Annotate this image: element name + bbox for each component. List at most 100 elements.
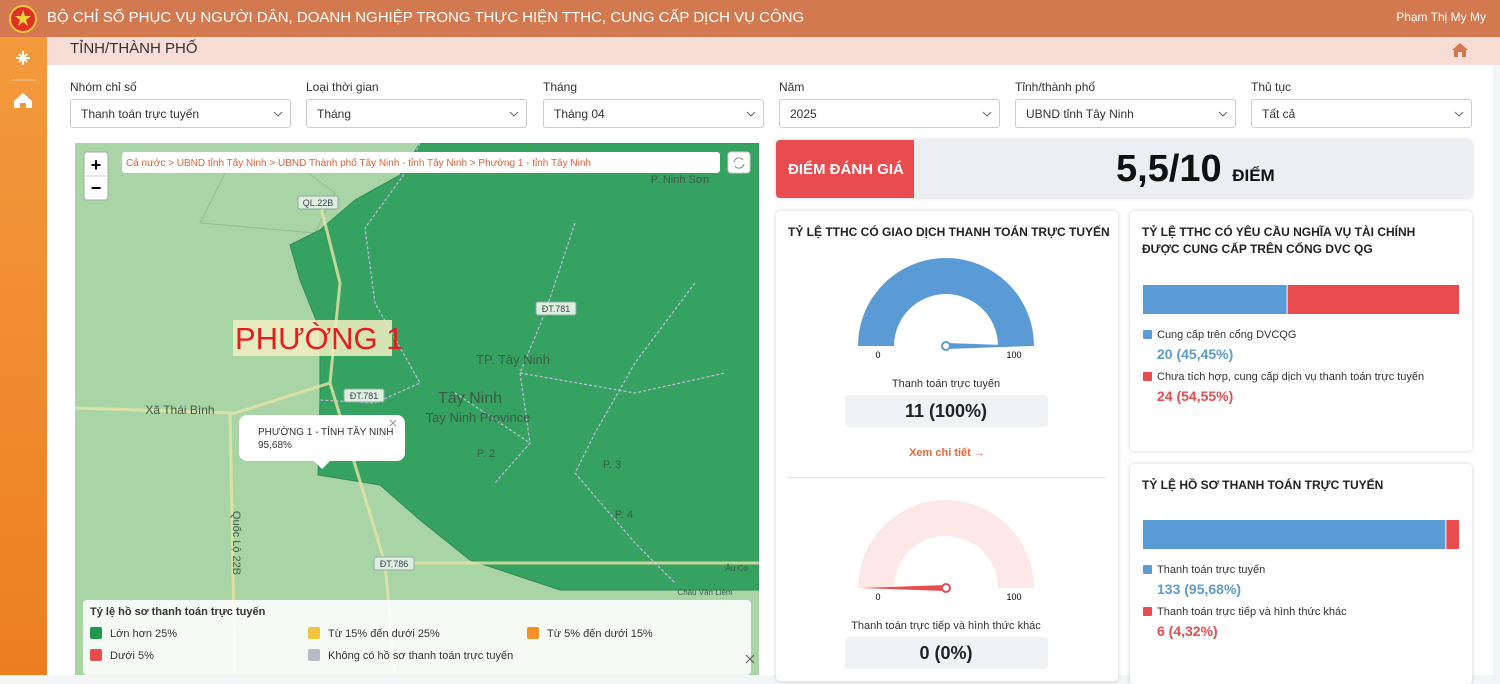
legend-swatch <box>90 649 102 661</box>
place-label: QL.22B <box>303 198 334 208</box>
place-label: P. Ninh Sơn <box>651 174 709 186</box>
legend-value: 24 (54,55%) <box>1157 388 1233 404</box>
dropdown-arrow <box>509 111 519 117</box>
detail-link[interactable]: Xem chi tiết → <box>909 447 985 459</box>
dropdown-arrow <box>1218 111 1228 117</box>
dropdown-arrow <box>982 111 992 117</box>
legend-label: Cung cấp trên cổng DVCQG <box>1157 329 1296 341</box>
page-title: TỈNH/THÀNH PHỐ <box>70 40 198 57</box>
gauge-value <box>858 258 1034 346</box>
place-label: ĐT.781 <box>350 391 379 401</box>
gauge-caption: Thanh toán trực tiếp và hình thức khác <box>851 620 1041 632</box>
place-label: Tây Ninh <box>438 390 502 407</box>
sidebar <box>0 37 60 675</box>
gauge-needle <box>946 343 1032 349</box>
popup-value: 95,68% <box>258 440 292 451</box>
legend-title: Tỷ lệ hồ sơ thanh toán trực tuyến <box>90 606 266 618</box>
gauge-min: 0 <box>875 592 880 602</box>
score-value: 5,5/10 ĐIỂM <box>1116 148 1275 191</box>
place-label: Tay Ninh Province <box>426 410 531 425</box>
legend-label: Chưa tích hợp, cung cấp dịch vụ thanh to… <box>1157 371 1424 383</box>
stacked-bar: Thanh toán trực tuyến 133 (95,68%) Thanh t… <box>1143 520 1459 639</box>
dropdown-arrow <box>1454 111 1464 117</box>
bar-segment <box>1143 520 1446 549</box>
legend-label: Từ 5% đến dưới 15% <box>547 628 653 640</box>
gauge-hub <box>941 583 951 593</box>
legend-swatch <box>308 649 320 661</box>
dropdown-arrow <box>273 111 283 117</box>
dropdown-arrow <box>746 111 756 117</box>
filter-label: Tỉnh/thành phố <box>1015 80 1096 94</box>
place-label: P. 4 <box>615 509 633 521</box>
zoom-out[interactable]: − <box>91 178 102 198</box>
place-label: ĐT.786 <box>380 559 409 569</box>
gauge-value-box <box>845 637 1048 669</box>
header-bar: BỘ CHỈ SỐ PHỤC VỤ NGƯỜI DÂN, DOANH NGHIỆ… <box>0 0 1500 37</box>
score-number: 5,5/10 <box>1116 148 1222 190</box>
user-name[interactable]: Phạm Thị My My <box>1396 10 1486 24</box>
stacked-bar: Cung cấp trên cổng DVCQG 20 (45,45%) Chưa … <box>1143 285 1459 404</box>
road-badge <box>343 388 385 403</box>
selected-area-label: PHƯỜNG 1 <box>235 321 403 356</box>
gauge-value-box <box>845 395 1048 427</box>
bar-segment <box>1446 520 1459 549</box>
legend-label: Không có hồ sơ thanh toán trực tuyến <box>328 650 513 662</box>
place-label: Quốc Lộ 22B <box>230 511 242 575</box>
zoom-in[interactable]: + <box>91 155 102 175</box>
gauge-track <box>858 499 1034 588</box>
filter-select[interactable]: 2025 <box>779 99 1000 128</box>
popup-title: PHƯỜNG 1 - TỈNH TÂY NINH <box>258 425 393 438</box>
legend-swatch <box>1143 565 1152 574</box>
bar-segment <box>1287 285 1459 314</box>
score-label-box <box>776 140 914 198</box>
score-panel: ĐIỂM ĐÁNH GIÁ 5,5/10 ĐIỂM <box>776 140 1472 198</box>
legend-value: 20 (45,45%) <box>1157 346 1233 362</box>
home-icon[interactable] <box>1450 40 1470 60</box>
gauge-value-label: 0 (0%) <box>919 643 972 663</box>
place-label: P. 3 <box>603 459 621 471</box>
legend-swatch <box>1143 607 1152 616</box>
gauges: 0 100 Thanh toán trực tuyến 11 (100%) 0 100 Th… <box>845 257 1048 669</box>
legend-swatch <box>1143 372 1152 381</box>
legend-swatch <box>90 627 102 639</box>
bar-segment <box>1143 285 1287 314</box>
card-title: TỶ LỆ TTHC CÓ YÊU CẦU NGHĨA VỤ TÀI CHÍNH… <box>1142 225 1416 256</box>
card-title: TỶ LỆ HỒ SƠ THANH TOÁN TRỰC TUYẾN <box>1142 478 1384 492</box>
filter-label: Tháng <box>543 80 578 94</box>
road-badge <box>373 556 415 571</box>
gauge-min: 0 <box>875 350 880 360</box>
filter-select[interactable]: UBND tỉnh Tây Ninh <box>1015 99 1236 128</box>
score-label: ĐIỂM ĐÁNH GIÁ <box>788 161 904 178</box>
filter-select[interactable]: Tất cả <box>1251 99 1472 128</box>
legend-label: Thanh toán trực tiếp và hình thức khác <box>1157 606 1347 618</box>
bar-card: TỶ LỆ TTHC CÓ YÊU CẦU NGHĨA VỤ TÀI CHÍNH… <box>1130 211 1472 451</box>
filter-select[interactable]: Tháng 04 <box>543 99 764 128</box>
road-badge <box>297 195 339 210</box>
map[interactable]: + − Cả nước > UBND tỉnh Tây Ninh > UBND Th… <box>75 143 759 675</box>
legend-label: Lớn hơn 25% <box>110 628 177 640</box>
legend-label: Dưới 5% <box>110 650 154 662</box>
place-label: TP. Tây Ninh <box>476 352 550 367</box>
legend-value: 6 (4,32%) <box>1157 623 1218 639</box>
header-title: BỘ CHỈ SỐ PHỤC VỤ NGƯỜI DÂN, DOANH NGHIỆ… <box>47 9 805 26</box>
place-label: Xã Thái Bình <box>145 403 214 417</box>
gauge-hub <box>941 341 951 351</box>
filter-select[interactable]: Thanh toán trực tuyến <box>70 99 291 128</box>
gauge-caption: Thanh toán trực tuyến <box>892 378 1000 390</box>
place-label: Châu Văn Liêm <box>677 588 732 597</box>
filter-label: Nhóm chỉ số <box>70 80 137 94</box>
filter-label: Loại thời gian <box>306 80 379 94</box>
place-label: Âu Cơ <box>725 564 749 573</box>
filter-label: Năm <box>779 80 805 94</box>
score-unit: ĐIỂM <box>1232 166 1275 185</box>
bar-card: TỶ LỆ HỒ SƠ THANH TOÁN TRỰC TUYẾN Thanh t… <box>1130 464 1472 684</box>
divider <box>788 477 1106 478</box>
filter-select[interactable]: Tháng <box>306 99 527 128</box>
emblem <box>9 5 37 33</box>
gauge-value-label: 11 (100%) <box>905 401 987 421</box>
place-label: ĐT.781 <box>542 304 571 314</box>
legend-swatch <box>308 627 320 639</box>
gauge-max: 100 <box>1006 592 1021 602</box>
legend-swatch <box>1143 330 1152 339</box>
